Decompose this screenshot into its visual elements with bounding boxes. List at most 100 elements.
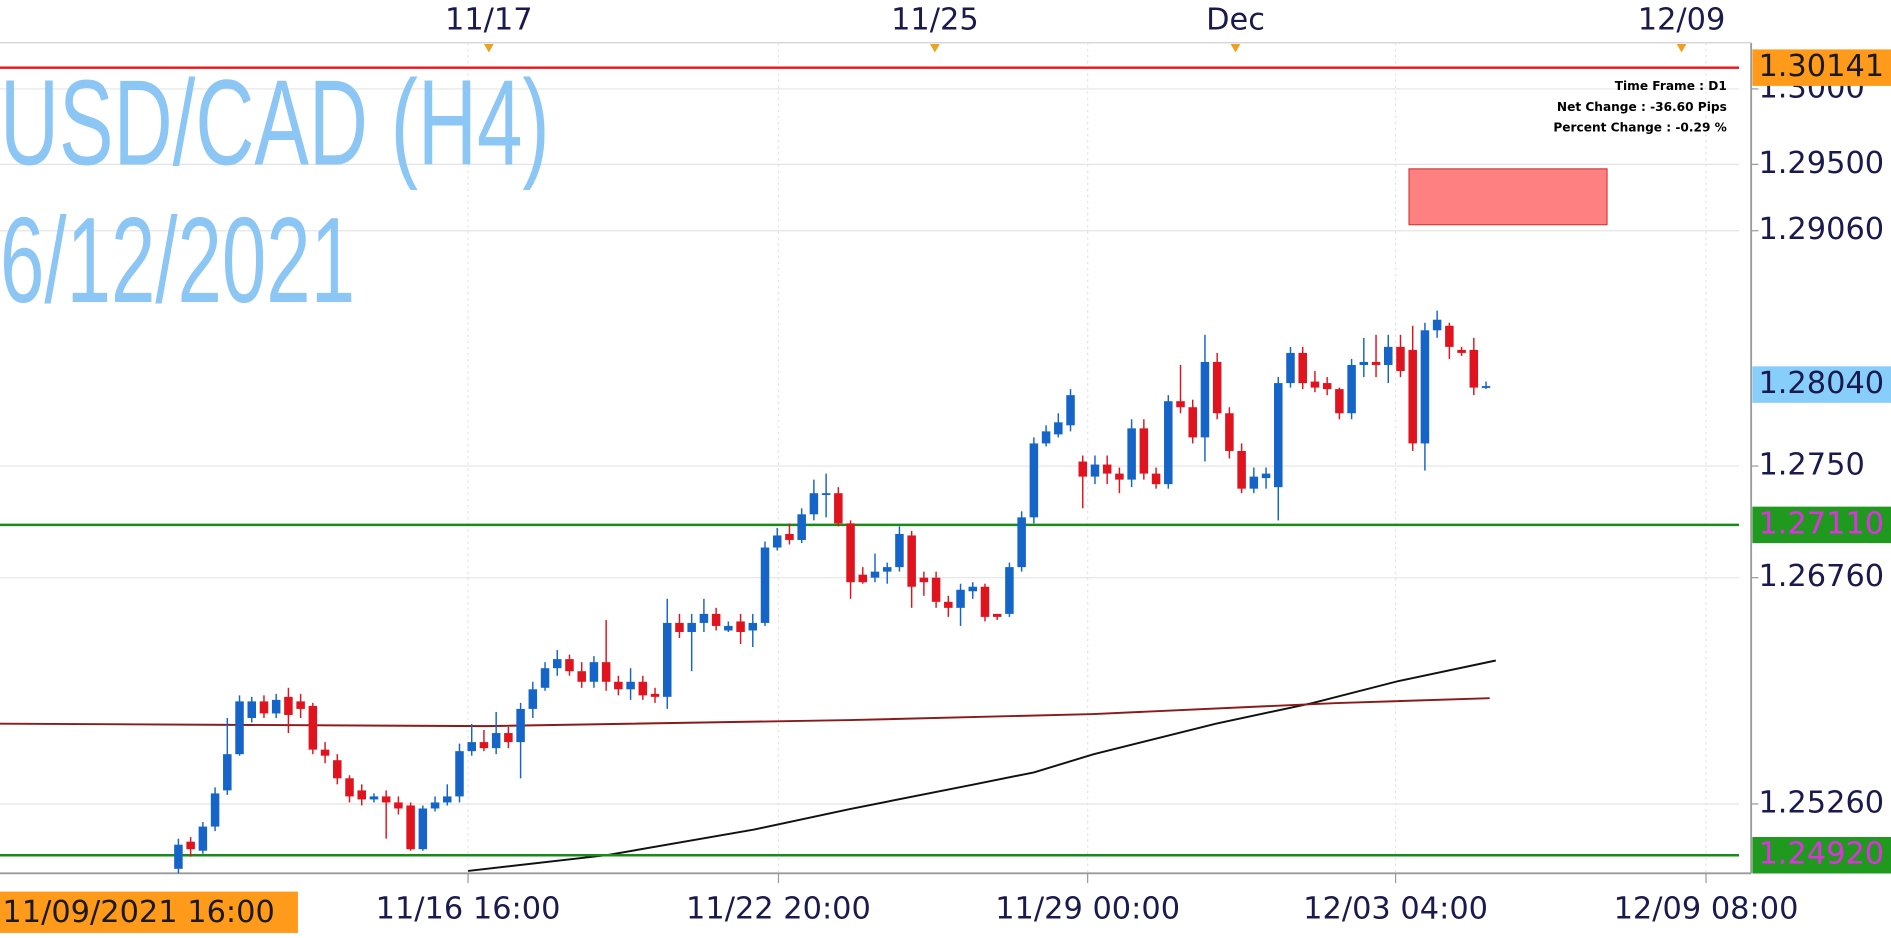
cursor-label: 11/09/2021 16:00 <box>2 895 274 930</box>
candle-body <box>1445 325 1454 347</box>
candle-body <box>614 681 623 690</box>
candle-body <box>479 742 489 749</box>
candle-body <box>1127 428 1136 480</box>
moving-average <box>0 697 1490 728</box>
candle-body <box>223 754 232 791</box>
level-label-text: 1.30141 <box>1758 49 1884 84</box>
candle-body <box>650 693 660 697</box>
candle-body <box>320 749 330 756</box>
candle-body <box>504 733 513 743</box>
candle-body <box>687 622 696 632</box>
x-tick-label: 12/09 08:00 <box>1614 891 1799 926</box>
candle-body <box>1359 361 1369 365</box>
candle-body <box>516 708 525 743</box>
info-text: Percent Change : -0.29 % <box>1553 121 1726 135</box>
candle-body <box>467 742 476 752</box>
candle-body <box>1261 473 1271 479</box>
candle-body <box>1041 431 1051 444</box>
y-tick-label: 1.2750 <box>1758 448 1864 483</box>
candle-body <box>235 701 244 755</box>
candle-body <box>1432 319 1442 331</box>
level-label-box <box>1752 506 1891 544</box>
y-tick-label: 1.29060 <box>1758 212 1884 247</box>
candle-body <box>345 778 354 797</box>
chart-title: USD/CAD (H4) <box>0 54 550 190</box>
candle-body <box>1139 428 1149 474</box>
candle-body <box>711 613 721 626</box>
candle-body <box>980 586 990 617</box>
candle-body <box>491 733 501 749</box>
y-tick-label: 1.26760 <box>1758 559 1884 594</box>
candle-body <box>394 802 403 809</box>
candle-body <box>259 701 269 714</box>
x-tick-label: 11/29 00:00 <box>995 891 1180 926</box>
candle-body <box>1347 364 1356 414</box>
candle-body <box>748 622 758 631</box>
candle-body <box>907 535 916 587</box>
candle-body <box>1090 464 1100 477</box>
candle-body <box>1237 450 1246 489</box>
candle-body <box>357 790 366 800</box>
candle-body <box>1286 352 1295 384</box>
candle-body <box>1164 401 1173 485</box>
candle-body <box>1054 422 1063 435</box>
candle-body <box>284 696 293 715</box>
candle-body <box>1017 517 1026 568</box>
candle-body <box>992 613 1002 617</box>
candle-body <box>308 705 318 750</box>
level-label-box <box>1752 837 1891 874</box>
candle-body <box>1310 381 1320 388</box>
candle-body <box>968 586 978 592</box>
candle-body <box>846 523 855 583</box>
candle-body <box>736 621 745 632</box>
candle-body <box>1151 473 1161 485</box>
info-text: Net Change : -36.60 Pips <box>1557 100 1727 114</box>
candle-body <box>1249 476 1259 489</box>
candle-body <box>174 844 183 869</box>
top-tick-label: 12/09 <box>1638 2 1726 37</box>
candle-body <box>455 751 464 797</box>
candle-body <box>406 805 415 850</box>
candle-body <box>809 493 819 515</box>
candle-body <box>418 808 428 850</box>
moving-average <box>467 659 1497 872</box>
candle-body <box>210 793 220 827</box>
candle-body <box>1200 361 1210 438</box>
candle-body <box>186 841 195 850</box>
x-tick-label: 12/03 04:00 <box>1303 891 1488 926</box>
candle-body <box>638 681 648 696</box>
cursor-label-box <box>0 891 298 933</box>
candle-body <box>895 533 904 568</box>
top-tick-label: Dec <box>1206 2 1265 37</box>
grid <box>0 42 1739 874</box>
candle-body <box>1396 346 1405 372</box>
candle-body <box>785 533 794 540</box>
level-label-text: 1.24920 <box>1758 837 1884 872</box>
candle-body <box>443 796 452 803</box>
candle-body <box>699 613 709 623</box>
top-tick-marker <box>930 43 940 53</box>
candle-body <box>1298 352 1307 384</box>
candle-body <box>369 796 379 800</box>
level-label-text: 1.27110 <box>1758 506 1884 541</box>
x-tick-label: 11/22 20:00 <box>686 891 871 926</box>
candle-body <box>662 622 672 697</box>
candle-body <box>565 659 574 672</box>
candle-body <box>944 601 953 608</box>
candle-body <box>919 577 929 583</box>
candle-body <box>1371 361 1381 365</box>
candle-body <box>333 760 342 779</box>
y-tick-label: 1.25260 <box>1758 785 1884 820</box>
top-tick-label: 11/17 <box>445 2 533 37</box>
top-tick-marker <box>1676 43 1687 53</box>
candle-body <box>1408 349 1417 444</box>
candle-body <box>198 826 208 851</box>
candle-body <box>1335 389 1344 414</box>
candle-body <box>247 701 257 718</box>
candle-body <box>772 535 782 548</box>
current-price-box <box>1752 366 1891 403</box>
candle-body <box>430 802 440 809</box>
